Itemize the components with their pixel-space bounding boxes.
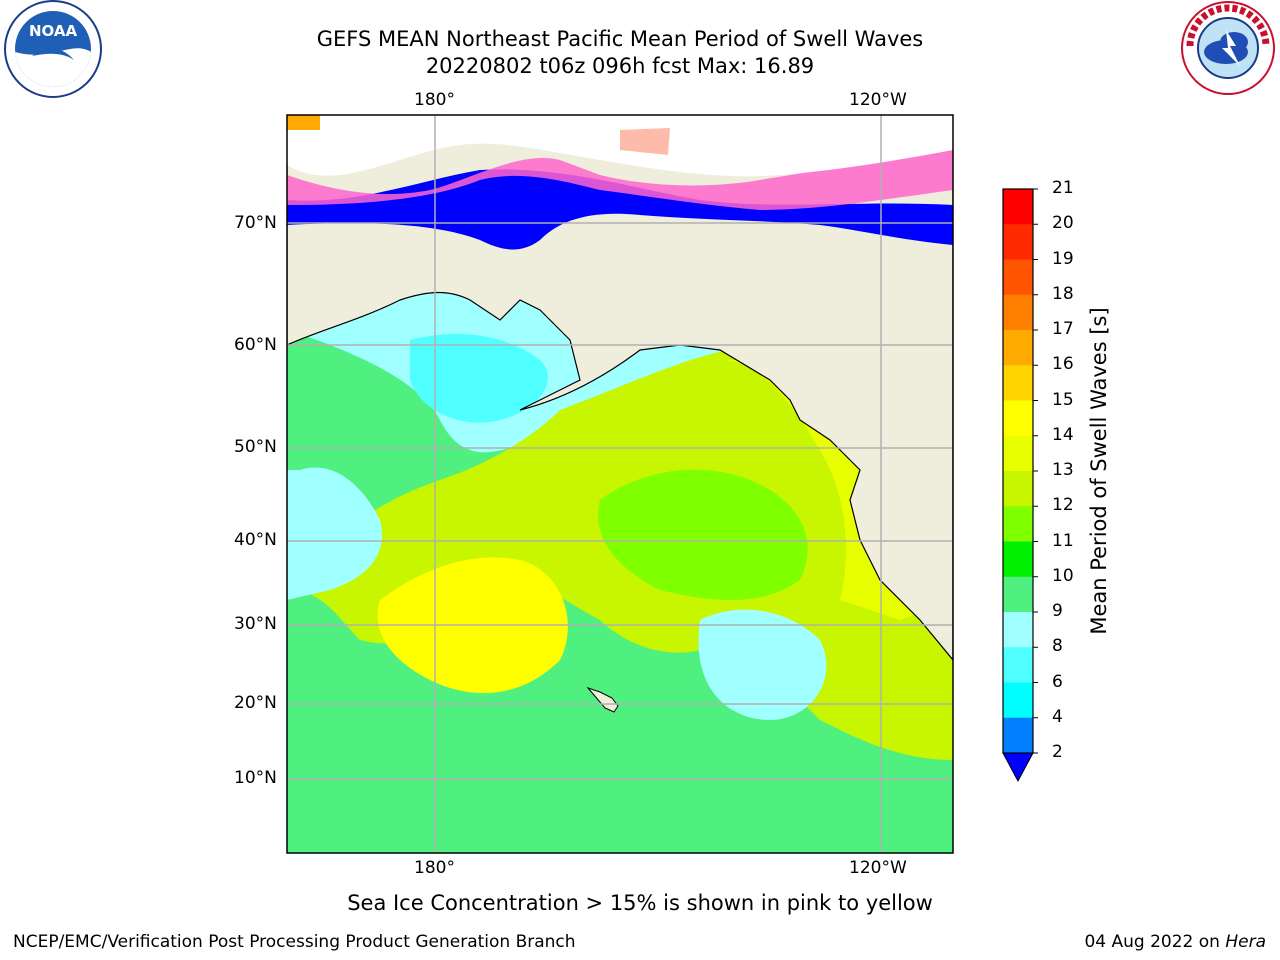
land-mass (287, 115, 953, 661)
footer-date: 04 Aug 2022 on Hera (1084, 932, 1266, 952)
lat-tick-60n: 60°N (234, 335, 277, 355)
ocean-swell-low (698, 609, 827, 720)
colorbar-frame (1002, 188, 1034, 754)
colorbar-extend-arrow (1002, 752, 1034, 783)
colorbar-tick-label: 17 (1052, 319, 1074, 339)
footer-date-text: 04 Aug 2022 on (1084, 932, 1226, 952)
colorbar-segment (1003, 365, 1033, 401)
footer-host: Hera (1225, 932, 1266, 952)
map-gridlines (287, 115, 953, 853)
top-tick-120w: 120°W (849, 90, 907, 110)
colorbar-segment (1003, 400, 1033, 437)
colorbar-segment (1003, 541, 1033, 578)
colorbar-tick-label: 19 (1052, 248, 1074, 269)
lat-tick-10n: 10°N (234, 768, 277, 788)
colorbar-tick-label: 9 (1052, 601, 1063, 621)
colorbar-segment (1003, 294, 1033, 331)
ocean-west-low (287, 467, 382, 600)
sea-ice-pink (287, 150, 953, 210)
colorbar-segment (1003, 682, 1033, 719)
bottom-tick-120w: 120°W (849, 858, 907, 878)
bottom-tick-180: 180° (414, 858, 455, 878)
colorbar-tick-label: 16 (1052, 354, 1074, 375)
colorbar-segment (1003, 435, 1033, 472)
swell-core-3 (598, 469, 808, 600)
top-tick-180: 180° (414, 90, 455, 110)
arctic-water (287, 169, 953, 250)
colorbar-tick-label: 20 (1052, 213, 1074, 234)
colorbar-tick-label: 21 (1052, 178, 1074, 198)
lat-tick-40n: 40°N (234, 530, 277, 550)
colorbar-tick-label: 18 (1052, 283, 1074, 304)
svg-text:NOAA: NOAA (29, 22, 78, 40)
colorbar-segment (1003, 612, 1033, 648)
colorbar (1003, 188, 1038, 754)
colorbar-tick-label: 13 (1052, 460, 1074, 480)
colorbar-tick-label: 12 (1052, 495, 1074, 516)
colorbar-tick-label: 8 (1052, 636, 1063, 657)
colorbar-tick-label: 10 (1052, 565, 1074, 586)
colorbar-segment (1003, 576, 1033, 613)
colorbar-tick-label: 14 (1052, 424, 1074, 445)
lat-tick-30n: 30°N (234, 614, 277, 634)
lat-tick-50n: 50°N (234, 437, 277, 457)
colorbar-tick-label: 6 (1052, 671, 1063, 692)
colorbar-tick-label: 2 (1052, 742, 1063, 762)
chart-subtitle: 20220802 t06z 096h fcst Max: 16.89 (425, 54, 815, 78)
colorbar-segment (1003, 471, 1033, 507)
colorbar-tick-label: 4 (1052, 706, 1063, 727)
colorbar-tick-label: 15 (1052, 389, 1074, 410)
noaa-logo-icon: NOAA (4, 0, 102, 98)
colorbar-label: Mean Period of Swell Waves [s] (1087, 307, 1111, 634)
colorbar-segment (1003, 259, 1033, 296)
hawaii-islands (586, 686, 619, 713)
colorbar-segment (1003, 647, 1033, 683)
lat-tick-70n: 70°N (234, 213, 277, 233)
sea-ice-patch (620, 128, 670, 155)
colorbar-segment (1003, 330, 1033, 366)
map-plot-area (287, 115, 953, 853)
map-frame (286, 114, 954, 854)
colorbar-segment (1003, 224, 1033, 260)
colorbar-segment (1003, 717, 1033, 754)
sea-ice-note: Sea Ice Concentration > 15% is shown in … (347, 891, 933, 915)
sea-ice-orange (287, 115, 320, 130)
colorbar-segment (1003, 189, 1033, 225)
chart-title: GEFS MEAN Northeast Pacific Mean Period … (316, 27, 924, 51)
colorbar-segment (1003, 506, 1033, 542)
nws-logo-icon (1181, 1, 1275, 95)
footer-credit: NCEP/EMC/Verification Post Processing Pr… (13, 932, 576, 952)
bering-sea (410, 334, 548, 423)
colorbar-tick-label: 11 (1052, 530, 1074, 551)
lat-tick-20n: 20°N (234, 693, 277, 713)
